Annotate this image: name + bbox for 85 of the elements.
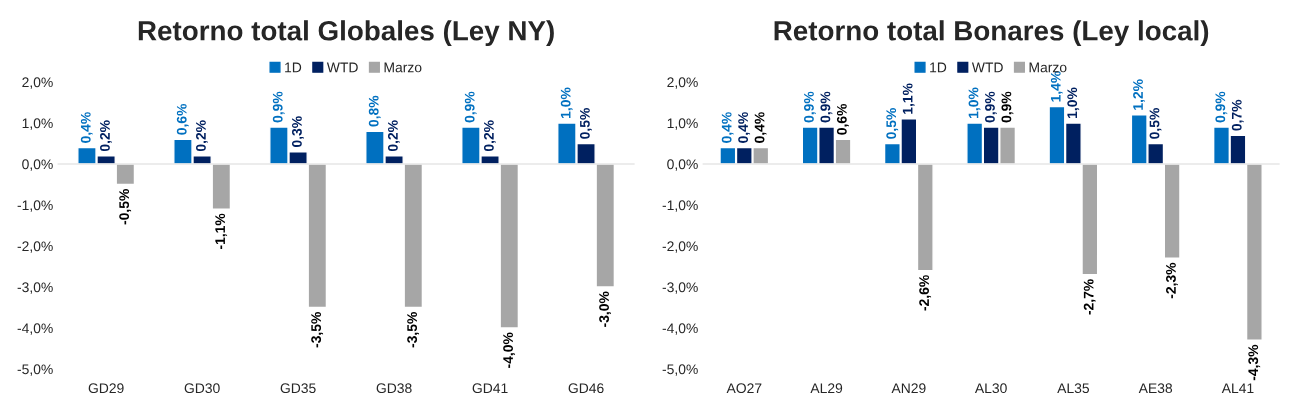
x-tick-label: AO27: [726, 383, 762, 394]
x-tick-label: AE38: [1138, 383, 1173, 394]
data-label: 0,9%: [464, 91, 477, 123]
data-label: -4,3%: [1248, 344, 1261, 381]
data-label: 1,4%: [1050, 71, 1063, 102]
data-label: -2,7%: [1083, 279, 1096, 315]
data-label: 0,5%: [886, 108, 899, 139]
data-label: -3,5%: [311, 312, 324, 348]
y-tick-label: -4,0%: [17, 323, 53, 335]
data-label: 0,6%: [836, 103, 849, 135]
data-label: 0,4%: [80, 112, 93, 143]
data-label: 0,2%: [483, 120, 496, 152]
x-tick-label: GD35: [280, 383, 316, 394]
data-label: 0,6%: [176, 103, 189, 135]
data-label: -3,5%: [407, 312, 420, 348]
data-label: 0,9%: [1215, 91, 1228, 123]
x-tick-label: AL29: [810, 383, 843, 394]
y-tick-label: 0,0%: [22, 159, 53, 171]
y-tick-label: 0,0%: [667, 159, 698, 171]
legend-label: Marzo: [1029, 62, 1067, 73]
data-label: 1,1%: [902, 83, 915, 114]
bar: [307, 163, 328, 309]
chart-title: Retorno total Bonares (Ley local): [774, 20, 1209, 47]
data-label: 0,5%: [579, 108, 592, 139]
x-tick-label: GD38: [376, 383, 412, 394]
data-label: 0,9%: [1001, 91, 1014, 123]
bar: [499, 163, 520, 329]
y-tick-label: 1,0%: [22, 118, 53, 130]
data-label: -1,1%: [215, 213, 228, 249]
data-label: 0,2%: [196, 120, 208, 152]
data-label: 0,3%: [292, 116, 304, 147]
data-label: 0,2%: [100, 120, 112, 152]
data-label: 0,4%: [738, 112, 751, 143]
x-tick-label: GD29: [88, 383, 124, 394]
x-tick-label: GD30: [184, 383, 220, 394]
data-label: -4,0%: [503, 332, 516, 368]
data-label: 0,7%: [1231, 99, 1244, 131]
data-label: -0,5%: [119, 189, 132, 225]
y-tick-label: -4,0%: [662, 323, 698, 335]
data-label: 0,8%: [368, 95, 381, 127]
x-tick-label: GD41: [472, 383, 508, 394]
x-tick-label: AL41: [1221, 383, 1254, 393]
data-label: 0,9%: [820, 91, 833, 123]
data-label: 0,9%: [985, 91, 997, 123]
data-label: 1,0%: [1067, 87, 1080, 118]
bar: [1245, 163, 1263, 341]
bar: [595, 163, 616, 288]
y-tick-label: 2,0%: [22, 77, 53, 89]
data-label: 0,4%: [754, 112, 767, 143]
legend-label: WTD: [971, 62, 1003, 73]
data-label: -3,0%: [599, 291, 611, 327]
bar: [211, 163, 232, 210]
y-tick-label: -2,0%: [17, 241, 53, 253]
data-label: -2,3%: [1166, 262, 1178, 299]
y-tick-label: -5,0%: [662, 364, 698, 376]
data-label: 0,4%: [721, 112, 734, 143]
bar: [1163, 163, 1181, 259]
x-tick-label: AN29: [891, 383, 926, 394]
y-tick-label: -2,0%: [662, 241, 698, 253]
legend-label: Marzo: [384, 62, 422, 73]
y-tick-label: -1,0%: [662, 200, 698, 212]
data-label: -2,6%: [919, 275, 932, 311]
bar: [916, 163, 934, 272]
bar: [403, 163, 424, 309]
legend-label: WTD: [326, 62, 358, 73]
y-tick-label: -3,0%: [17, 282, 53, 294]
y-tick-label: 1,0%: [667, 118, 698, 130]
data-label: 0,2%: [387, 120, 400, 152]
data-label: 0,9%: [272, 91, 285, 123]
data-label: 1,0%: [560, 87, 573, 118]
data-label: 0,5%: [1149, 108, 1162, 139]
x-tick-label: AL30: [974, 383, 1007, 394]
bar: [1081, 163, 1099, 276]
x-tick-label: GD46: [568, 383, 604, 394]
y-tick-label: 2,0%: [667, 77, 698, 89]
y-tick-label: -5,0%: [17, 364, 53, 376]
y-tick-label: -3,0%: [662, 282, 698, 294]
data-label: 1,0%: [968, 87, 981, 118]
data-label: 0,9%: [804, 91, 816, 123]
legend-label: 1D: [285, 62, 302, 73]
y-tick-label: -1,0%: [17, 200, 53, 212]
chart-title: Retorno total Globales (Ley NY): [138, 20, 554, 47]
x-tick-label: AL35: [1057, 383, 1090, 394]
legend-label: 1D: [930, 62, 947, 73]
data-label: 1,2%: [1133, 79, 1145, 110]
